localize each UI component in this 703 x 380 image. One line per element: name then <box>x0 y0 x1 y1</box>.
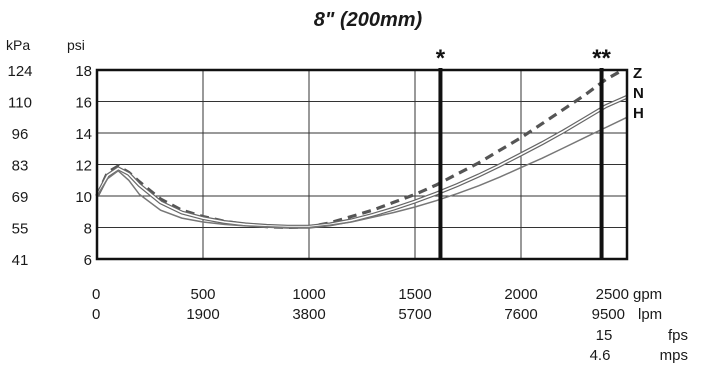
grid <box>96 69 628 260</box>
x-tick-lpm-5700: 5700 <box>398 306 431 323</box>
series-line-Z <box>95 68 624 230</box>
series-lines <box>95 68 628 230</box>
y-tick-kpa-96: 96 <box>12 126 29 143</box>
y-unit-psi: psi <box>67 37 85 53</box>
velocity-tick-mps: 4.6 <box>590 347 611 364</box>
y-tick-psi-10: 10 <box>75 189 92 206</box>
y-tick-psi-18: 18 <box>75 63 92 80</box>
y-tick-kpa-41: 41 <box>12 252 29 269</box>
x-unit-mps: mps <box>660 347 688 364</box>
y-tick-kpa-124: 124 <box>7 63 32 80</box>
x-tick-lpm-7600: 7600 <box>504 306 537 323</box>
x-tick-gpm-1500: 1500 <box>398 286 431 303</box>
y-tick-psi-12: 12 <box>75 158 92 175</box>
y-tick-psi-6: 6 <box>84 252 92 269</box>
y-unit-kpa: kPa <box>6 37 30 53</box>
y-tick-kpa-83: 83 <box>12 158 29 175</box>
x-tick-lpm-0: 0 <box>92 306 100 323</box>
y-tick-kpa-69: 69 <box>12 189 29 206</box>
x-tick-gpm-0: 0 <box>92 286 100 303</box>
y-tick-psi-14: 14 <box>75 126 92 143</box>
x-unit-fps: fps <box>668 327 688 344</box>
series-label-N: N <box>633 85 644 102</box>
y-tick-psi-8: 8 <box>84 221 92 238</box>
x-tick-gpm-2000: 2000 <box>504 286 537 303</box>
x-unit-lpm: lpm <box>638 306 662 323</box>
series-line-N-inner <box>96 96 628 228</box>
x-tick-lpm-9500: 9500 <box>592 306 625 323</box>
plot-frame <box>95 68 629 261</box>
plot-border <box>95 68 629 261</box>
chart-title: 8" (200mm) <box>314 9 423 31</box>
x-tick-gpm-500: 500 <box>190 286 215 303</box>
y-tick-kpa-110: 110 <box>8 95 32 112</box>
series-line-H <box>96 116 628 229</box>
y-tick-kpa-55: 55 <box>12 221 29 238</box>
marker-label-2: ** <box>592 45 611 72</box>
x-tick-lpm-1900: 1900 <box>186 306 219 323</box>
marker-label-1: * <box>436 45 446 72</box>
velocity-tick-fps: 15 <box>596 327 613 344</box>
y-tick-psi-16: 16 <box>75 95 92 112</box>
series-label-Z: Z <box>633 65 642 82</box>
x-unit-gpm: gpm <box>633 286 662 303</box>
x-tick-gpm-1000: 1000 <box>292 286 325 303</box>
series-label-H: H <box>633 105 644 122</box>
axis-labels: kPa psi 18 124 16 110 14 96 12 83 10 69 8 55 6 41 0 0 500 1… <box>6 37 688 364</box>
x-tick-lpm-3800: 3800 <box>292 306 325 323</box>
x-tick-gpm-2500: 2500 <box>596 286 629 303</box>
markers: * ** <box>436 45 612 259</box>
